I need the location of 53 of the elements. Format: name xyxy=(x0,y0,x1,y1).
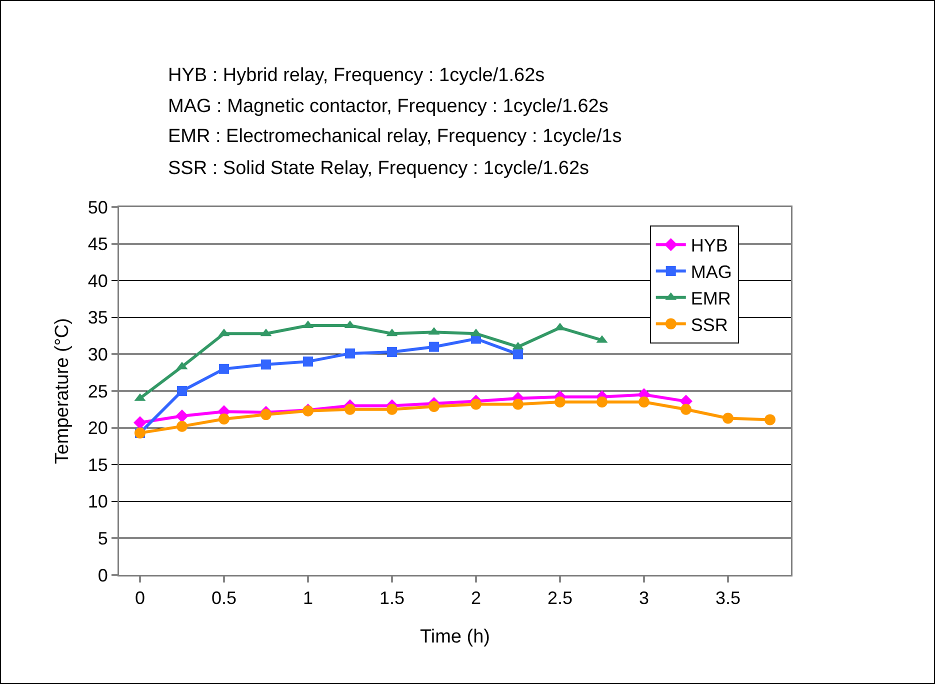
point xyxy=(596,396,608,408)
y-tick-label: 50 xyxy=(88,197,108,218)
text: HYB : Hybrid relay, Frequency : 1cycle/1.62s xyxy=(168,65,545,86)
y-tick-label: 25 xyxy=(88,381,108,402)
y-tick-label: 10 xyxy=(88,492,108,512)
point xyxy=(261,360,271,370)
point xyxy=(134,416,146,430)
point xyxy=(303,356,313,367)
point xyxy=(345,348,355,358)
y-tick-label: 35 xyxy=(88,308,108,328)
point xyxy=(429,342,439,352)
x-tick-label: 1.5 xyxy=(379,588,405,608)
point xyxy=(386,404,398,415)
y-axis-title: Temperature (°C) xyxy=(52,318,73,464)
text: EMR : Electromechanical relay, Frequency : 1cycle/1s xyxy=(168,126,622,147)
point xyxy=(680,404,692,415)
x-tick-label: 2 xyxy=(470,588,482,608)
y-tick-label: 20 xyxy=(88,418,108,438)
y-tick-label: 45 xyxy=(88,234,108,254)
point xyxy=(260,409,272,420)
y-tick-label: 0 xyxy=(98,565,108,586)
point xyxy=(176,410,188,423)
x-tick-label: 0.5 xyxy=(211,588,237,608)
point xyxy=(764,414,776,426)
point xyxy=(219,364,229,374)
legend-label: MAG xyxy=(690,262,732,282)
point xyxy=(554,396,566,408)
text: SSR : Solid State Relay, Frequency : 1cycle/1.62s xyxy=(168,158,590,179)
legend-label: HYB xyxy=(690,236,728,256)
point xyxy=(387,346,397,357)
x-tick-label: 3 xyxy=(638,588,650,608)
point xyxy=(513,349,523,360)
point xyxy=(177,386,187,396)
point xyxy=(176,420,188,432)
x-tick-label: 3.5 xyxy=(715,588,741,608)
point xyxy=(470,398,482,410)
point xyxy=(344,404,356,415)
point xyxy=(512,398,524,410)
x-tick-label: 1 xyxy=(302,588,314,608)
legend-label: EMR xyxy=(690,288,731,308)
text: MAG : Magnetic contactor, Frequency : 1cycle/1.62s xyxy=(168,96,608,117)
x-tick-label: 2.5 xyxy=(547,588,573,608)
y-tick-label: 40 xyxy=(88,270,108,291)
point xyxy=(218,413,230,424)
y-tick-label: 5 xyxy=(98,528,108,548)
y-tick-label: 15 xyxy=(88,454,108,475)
x-tick-label: 0 xyxy=(134,588,146,608)
legend-label: SSR xyxy=(690,314,728,335)
point xyxy=(638,396,650,408)
point xyxy=(428,400,440,412)
x-axis-title: Time (h) xyxy=(420,626,490,648)
point xyxy=(722,412,734,424)
y-tick-label: 30 xyxy=(88,344,108,364)
